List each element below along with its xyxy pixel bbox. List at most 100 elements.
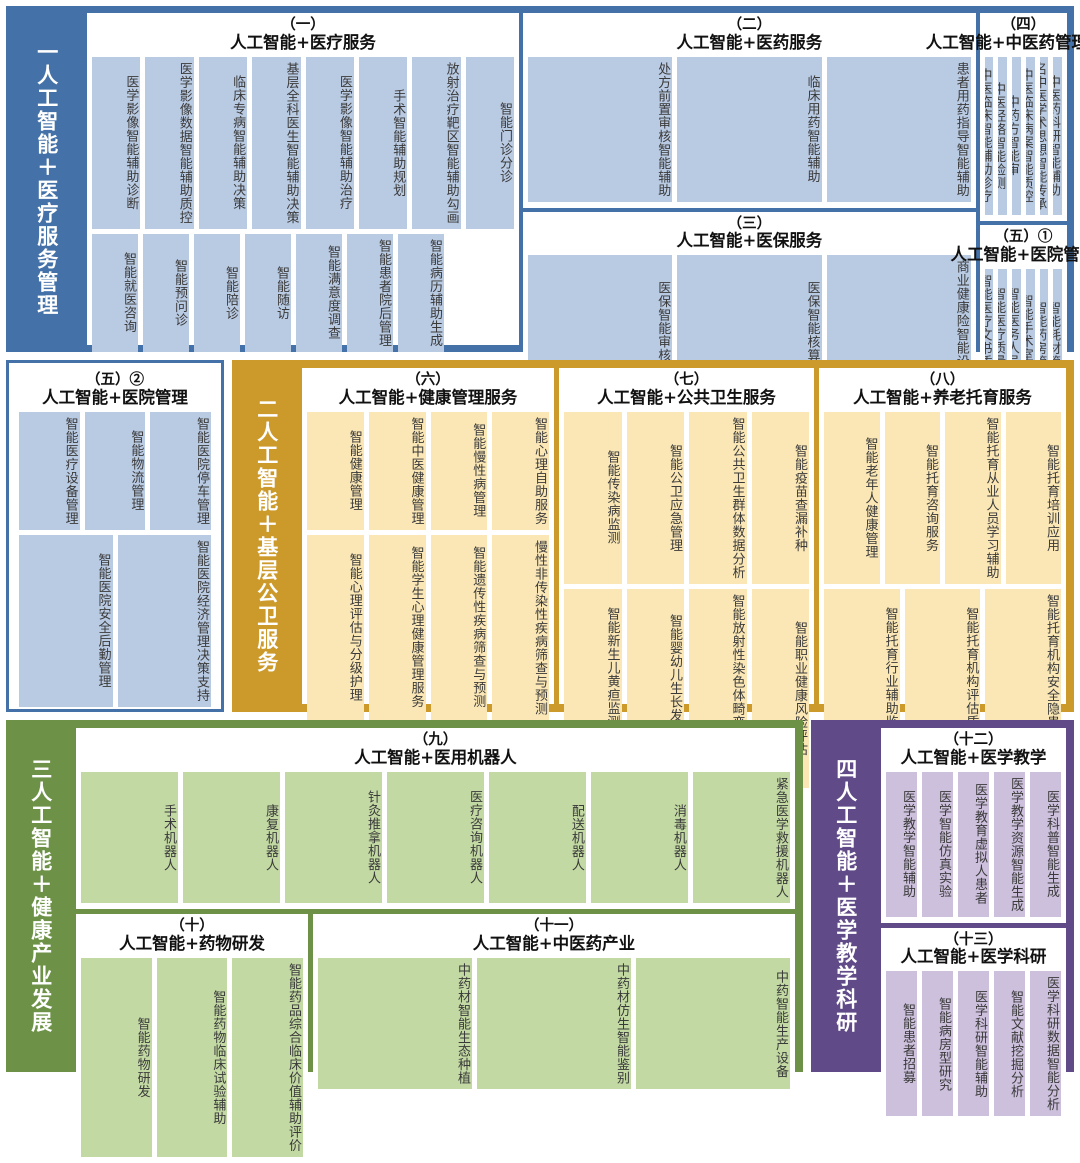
list-item[interactable]: 智能医务人员管理: [1012, 268, 1021, 414]
list-item[interactable]: 基层全科医生智能辅助决策: [252, 56, 301, 229]
list-item[interactable]: 智能药品综合临床价值辅助评价: [232, 957, 304, 1157]
list-item[interactable]: 智能公共卫生群体数据分析: [689, 411, 747, 584]
panel-13-row-1: 智能患者招募 智能病房型研究 医学科研智能辅助 智能文献挖掘分析 医学科研数据智…: [885, 971, 1062, 1117]
list-item[interactable]: 智能预问诊: [143, 233, 189, 352]
list-item[interactable]: 智能就医咨询: [92, 233, 138, 352]
list-item[interactable]: 智能医院经济管理决策支持: [117, 534, 211, 707]
list-item[interactable]: 智能药房管理: [1039, 268, 1049, 414]
list-item[interactable]: 中药智能生产设备: [635, 957, 790, 1090]
list-item[interactable]: 康复机器人: [182, 771, 280, 904]
list-item[interactable]: 临床用药智能辅助: [677, 56, 822, 202]
panel-11-title: 人工智能+中医药产业: [472, 933, 636, 953]
panel-2-title: 人工智能+医药服务: [676, 32, 823, 52]
list-item[interactable]: 紧急医学救援机器人: [692, 771, 790, 904]
panel-11-rows: 中药材智能生态种植 中药材仿生智能鉴别 中药智能生产设备: [318, 957, 790, 1157]
panel-4-number: （四）: [1001, 16, 1046, 33]
list-item[interactable]: 中药方智能审: [1012, 56, 1021, 216]
list-item[interactable]: 智能托育咨询服务: [884, 411, 940, 584]
list-item[interactable]: 智能医院安全后勤管理: [19, 534, 113, 707]
list-item[interactable]: 医疗咨询机器人: [386, 771, 484, 904]
list-item[interactable]: 智能病历辅助生成: [398, 233, 444, 352]
panel-3-title: 人工智能+医保服务: [676, 231, 823, 251]
list-item[interactable]: 智能药物临床试验辅助: [156, 957, 228, 1157]
list-item[interactable]: 医学影像数据智能辅助质控: [145, 56, 194, 229]
list-item[interactable]: 智能陪诊: [194, 233, 240, 352]
list-item[interactable]: 中药材仿生智能鉴别: [476, 957, 631, 1090]
panel-8-row-1: 智能老年人健康管理 智能托育咨询服务 智能托育从业人员学习辅助 智能托育培训应用: [824, 411, 1061, 584]
list-item[interactable]: 手术机器人: [81, 771, 178, 904]
list-item[interactable]: 智能健康管理: [307, 411, 364, 530]
list-item[interactable]: 智能药物研发: [81, 957, 152, 1157]
list-item[interactable]: 医学教学智能辅助: [885, 771, 917, 917]
list-item[interactable]: 智能随访: [245, 233, 291, 352]
list-item[interactable]: 慢性非传染性疾病筛查与预测: [492, 534, 549, 721]
list-item[interactable]: 针灸推拿机器人: [284, 771, 382, 904]
list-item[interactable]: 智能心理评估与分级护理: [307, 534, 364, 721]
list-item[interactable]: 中药材智能生态种植: [318, 957, 472, 1090]
list-item[interactable]: 医学教学资源智能生成: [993, 771, 1025, 917]
panel-13-rows: 智能患者招募 智能病房型研究 医学科研智能辅助 智能文献挖掘分析 医学科研数据智…: [885, 971, 1062, 1117]
list-item[interactable]: 中医临床智能辅助诊疗: [984, 56, 994, 216]
list-item[interactable]: 智能慢性病管理: [430, 411, 488, 530]
list-item[interactable]: 智能公卫应急管理: [626, 411, 684, 584]
list-item[interactable]: 医学影像智能辅助诊断: [92, 56, 141, 229]
list-item[interactable]: 智能患者院后管理: [347, 233, 393, 352]
list-item[interactable]: 智能满意度调查: [296, 233, 342, 352]
list-item[interactable]: 智能老年人健康管理: [824, 411, 880, 584]
list-item[interactable]: 配送机器人: [488, 771, 586, 904]
list-item[interactable]: 医学科普智能生成: [1030, 771, 1062, 917]
list-item[interactable]: 智能中医健康管理: [368, 411, 426, 530]
list-item[interactable]: 智能医疗质量管理: [998, 268, 1008, 414]
panel-6-number: （六）: [406, 371, 450, 388]
panel-1-number: （一）: [281, 16, 325, 33]
panel-4-row-1: 中医临床智能辅助诊疗 中医经络智能检测 中药方智能审 中医临床病案智能质控 名中…: [984, 56, 1062, 216]
list-item[interactable]: 智能医疗设备管理: [19, 411, 80, 530]
list-item[interactable]: 智能门诊分诊: [465, 56, 514, 229]
list-item[interactable]: 中医经络智能检测: [998, 56, 1008, 216]
list-item[interactable]: 医学科研智能辅助: [957, 971, 989, 1117]
list-item[interactable]: 放射治疗靶区智能辅助勾画: [412, 56, 461, 229]
list-item[interactable]: 医学科研数据智能分析: [1030, 971, 1062, 1117]
list-item[interactable]: 智能耗材管理: [1053, 268, 1062, 414]
list-item[interactable]: 名中医学术思想智能传承: [1039, 56, 1049, 216]
list-item[interactable]: 智能病房型研究: [921, 971, 953, 1117]
list-item[interactable]: 中医临床病案智能质控: [1025, 56, 1035, 216]
list-item[interactable]: 智能遗传性疾病筛查与预测: [430, 534, 488, 721]
panel-12-number: （十二）: [944, 731, 1003, 748]
list-item[interactable]: 手术智能辅助规划: [358, 56, 408, 229]
list-item[interactable]: 消毒机器人: [590, 771, 688, 904]
panel-12-title: 人工智能+医学教学: [900, 747, 1047, 767]
list-item[interactable]: 医学教育虚拟人患者: [957, 771, 989, 917]
band-3-title: 人工智能＋健康产业发展: [28, 781, 53, 1034]
list-item[interactable]: 中医药科研智能辅助: [1053, 56, 1062, 216]
panel-5-rows: 智能医疗文书质控辅助 智能医疗质量管理 智能医务人员管理 智能手术室管理 智能药…: [984, 268, 1062, 414]
list-item[interactable]: 智能心理自助服务: [492, 411, 549, 530]
list-item[interactable]: 智能医疗文书质控辅助: [984, 268, 994, 414]
band-2-title: 人工智能＋基层公卫服务: [254, 421, 279, 674]
list-item[interactable]: 智能医院停车管理: [150, 411, 212, 530]
panel-ai-elderly-childcare-service: （八） 人工智能+养老托育服务 智能老年人健康管理 智能托育咨询服务 智能托育从…: [819, 368, 1066, 761]
list-item[interactable]: 智能手术室管理: [1025, 268, 1035, 414]
panel-7-number: （七）: [664, 371, 709, 388]
list-item[interactable]: 智能患者招募: [885, 971, 917, 1117]
list-item[interactable]: 患者用药指导智能辅助: [826, 56, 971, 202]
list-item[interactable]: 智能疫苗查漏补种: [751, 411, 809, 584]
list-item[interactable]: 临床专病智能辅助决策: [198, 56, 248, 229]
list-item[interactable]: 智能托育从业人员学习辅助: [945, 411, 1001, 584]
list-item[interactable]: 智能传染病监测: [564, 411, 622, 584]
band-5-body: （五）② 人工智能+医院管理 智能医疗设备管理 智能物流管理 智能医院停车管理 …: [9, 363, 221, 709]
list-item[interactable]: 智能文献挖掘分析: [993, 971, 1025, 1117]
band-health-industry-development: 三 人工智能＋健康产业发展 （九） 人工智能+医用机器人 手术机器人 康复机器人…: [6, 720, 803, 1163]
panel-13-number: （十三）: [944, 930, 1003, 948]
list-item[interactable]: 医学智能仿真实验: [921, 771, 953, 917]
list-item[interactable]: 智能托育培训应用: [1005, 411, 1061, 584]
list-item[interactable]: 医学影像智能辅助治疗: [305, 56, 354, 229]
panel-ai-drug-rnd: （十） 人工智能+药物研发 智能药物研发 智能药物临床试验辅助 智能药品综合临床…: [76, 914, 308, 1163]
band-medical-service-management: 一 人工智能＋医疗服务管理 （一） 人工智能+医疗服务 医学影像智能辅助诊断 医…: [6, 6, 1080, 420]
band-4-body: （十二） 人工智能+医学教学 医学教学智能辅助 医学智能仿真实验 医学教育虚拟人…: [875, 723, 1071, 1123]
list-item[interactable]: 智能物流管理: [84, 411, 146, 530]
band-4-numeral: 四: [833, 758, 858, 781]
list-item[interactable]: 处方前置审核智能辅助: [528, 56, 673, 202]
panel-12-rows: 医学教学智能辅助 医学智能仿真实验 医学教育虚拟人患者 医学教学资源智能生成 医…: [885, 771, 1062, 917]
list-item[interactable]: 智能学生心理健康管理服务: [368, 534, 426, 721]
